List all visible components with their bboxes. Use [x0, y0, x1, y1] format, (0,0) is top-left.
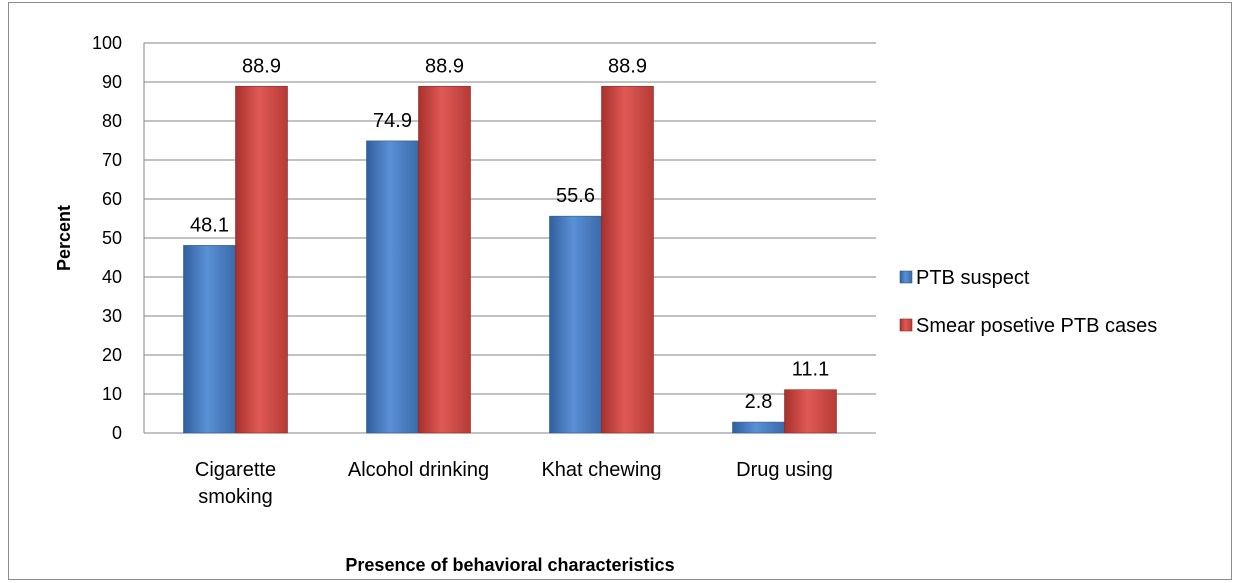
x-tick-label: Cigarette	[195, 459, 276, 481]
data-label: 88.9	[608, 55, 647, 77]
ptb-suspect-bar	[366, 140, 419, 434]
y-tick-label: 80	[102, 111, 122, 131]
smear-positive-bar	[235, 85, 288, 434]
y-tick-label: 30	[102, 306, 122, 326]
y-tick-label: 50	[102, 228, 122, 248]
x-axis-title: Presence of behavioral characteristics	[345, 555, 674, 575]
smear-positive-bar	[601, 85, 654, 434]
y-tick-labels: 0 10 20 30 40 50 60 70 80 90 100	[92, 33, 122, 443]
legend-swatch	[899, 270, 913, 284]
x-tick-label: Drug using	[736, 459, 833, 481]
data-label: 88.9	[242, 55, 281, 77]
x-tick-label: smoking	[198, 486, 272, 508]
y-tick-label: 0	[112, 423, 122, 443]
legend-swatch	[899, 318, 913, 332]
x-tick-labels: Cigarette smoking Alcohol drinking Khat che…	[195, 459, 833, 508]
y-tick-label: 20	[102, 345, 122, 365]
y-tick-label: 100	[92, 33, 122, 53]
smear-positive-bar	[418, 85, 471, 434]
ptb-suspect-bar	[732, 421, 785, 434]
data-label: 88.9	[425, 55, 464, 77]
ptb-suspect-bar	[549, 215, 602, 434]
data-label: 74.9	[373, 110, 412, 132]
y-tick-label: 90	[102, 72, 122, 92]
x-tick-label: Alcohol drinking	[348, 459, 489, 481]
legend-label: Smear posetive PTB cases	[916, 315, 1157, 337]
x-tick-label: Khat chewing	[541, 459, 661, 481]
data-label: 11.1	[792, 359, 829, 381]
legend: PTB suspect Smear posetive PTB cases	[899, 267, 1157, 337]
data-labels: 48.1 88.9 74.9 88.9 55.6 88.9 2.8 11.1	[190, 55, 829, 413]
ptb-suspect-bar	[183, 245, 236, 434]
data-label: 2.8	[745, 391, 773, 413]
data-label: 48.1	[190, 214, 229, 236]
y-tick-label: 60	[102, 189, 122, 209]
y-axis-title: Percent	[54, 205, 74, 271]
data-label: 55.6	[556, 185, 595, 207]
y-tick-label: 70	[102, 150, 122, 170]
y-tick-label: 10	[102, 384, 122, 404]
bars	[183, 85, 837, 434]
smear-positive-bar	[784, 389, 837, 434]
y-tick-label: 40	[102, 267, 122, 287]
legend-label: PTB suspect	[916, 267, 1030, 289]
